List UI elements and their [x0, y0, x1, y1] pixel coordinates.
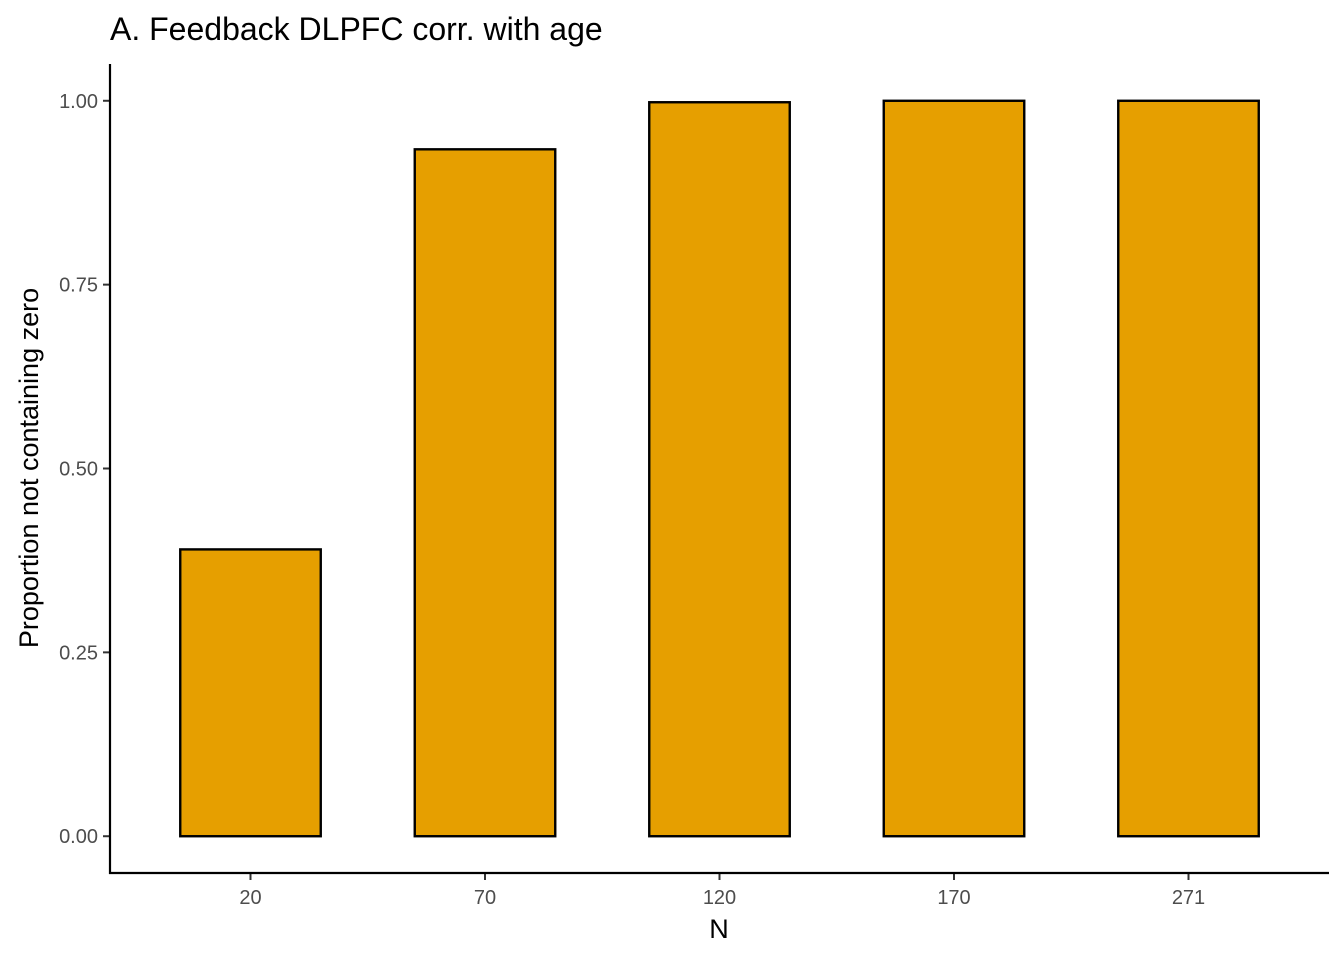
y-tick-label: 1.00 — [59, 91, 98, 113]
y-axis-ticks: 0.00 0.25 0.50 0.75 1.00 — [59, 91, 110, 848]
x-tick-label: 70 — [474, 887, 496, 909]
x-tick-label: 170 — [937, 887, 970, 909]
bar-170 — [882, 99, 1026, 838]
bars-group — [179, 99, 1260, 838]
x-tick-label: 20 — [239, 887, 261, 909]
y-tick-label: 0.75 — [59, 275, 98, 297]
x-axis-ticks: 20 70 120 170 271 — [239, 873, 1205, 909]
bar-120 — [648, 101, 791, 838]
bar-20 — [179, 548, 322, 838]
y-tick-label: 0.25 — [59, 642, 98, 664]
y-axis-title: Proportion not containing zero — [14, 288, 44, 648]
y-tick-label: 0.50 — [59, 459, 98, 481]
bar-271 — [1117, 99, 1260, 838]
x-axis-title: N — [709, 914, 729, 944]
x-tick-label: 271 — [1172, 887, 1205, 909]
y-tick-label: 0.00 — [59, 826, 98, 848]
chart-title: A. Feedback DLPFC corr. with age — [110, 11, 603, 47]
x-tick-label: 120 — [703, 887, 736, 909]
bar-70 — [413, 148, 557, 838]
